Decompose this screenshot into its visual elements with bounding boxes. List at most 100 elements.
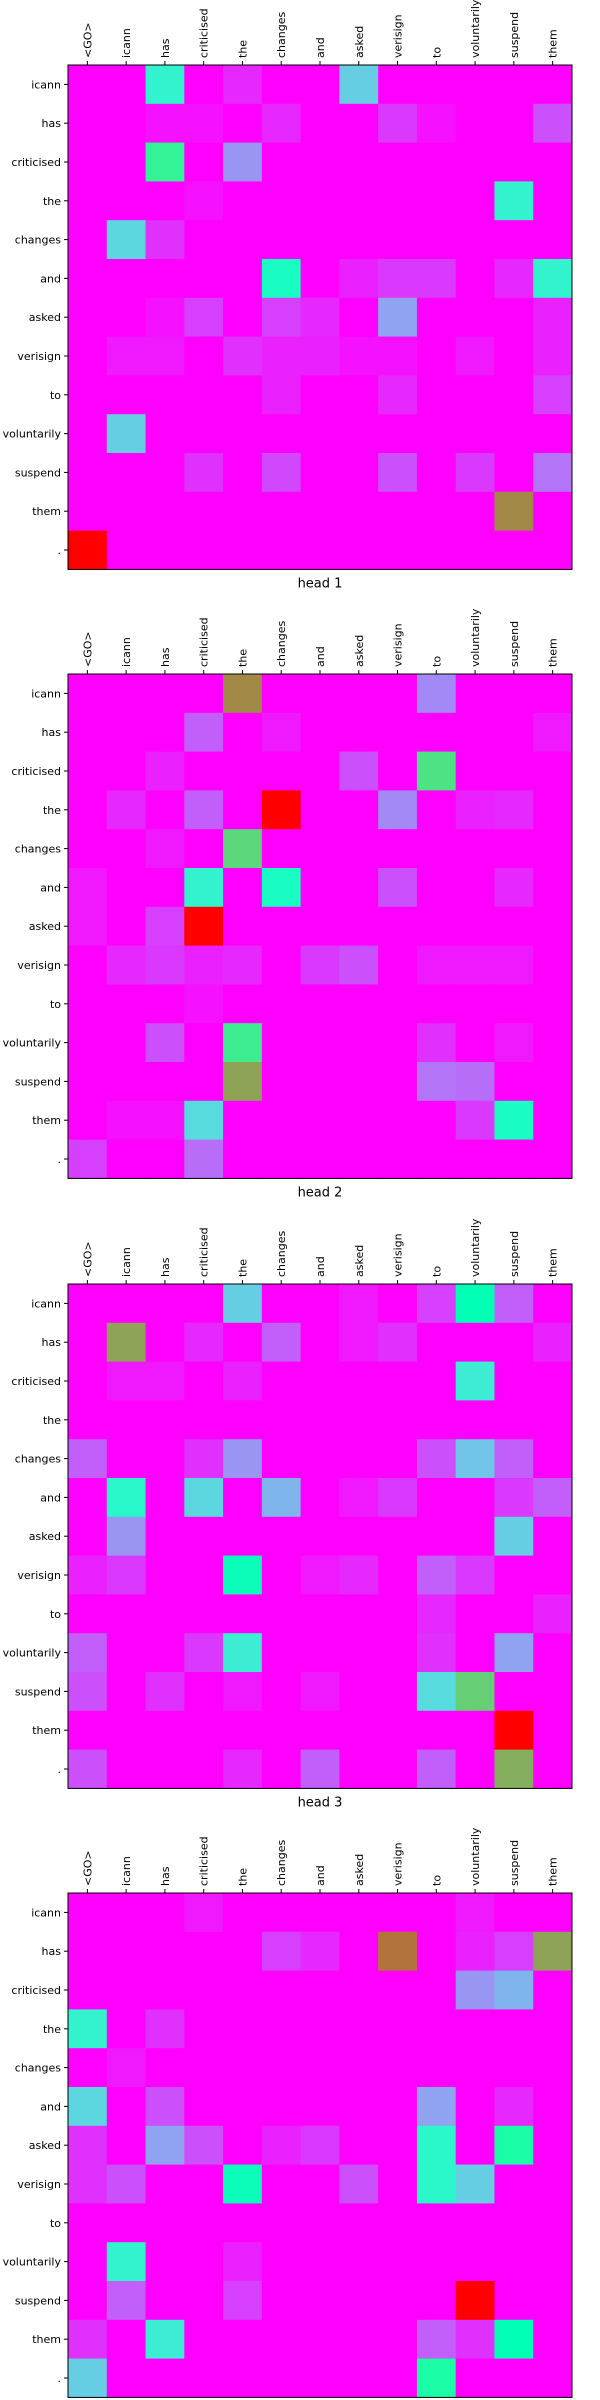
x-tick-label: changes <box>275 1840 288 1886</box>
heatmap-cell <box>223 1062 263 1102</box>
heatmap-cell <box>68 751 108 791</box>
heatmap-cell <box>494 65 534 105</box>
heatmap-cell <box>494 868 534 908</box>
heatmap-cell <box>68 142 108 182</box>
heatmap-cell <box>494 491 534 532</box>
heatmap-cell <box>145 220 185 260</box>
heatmap-cell <box>261 1555 302 1595</box>
heatmap-cell <box>455 414 495 454</box>
heatmap-cell <box>494 2358 534 2398</box>
heatmap-cell <box>378 1555 418 1595</box>
x-tick-label: the <box>236 649 249 667</box>
heatmap-cell <box>68 2087 108 2127</box>
y-tick-label: has <box>42 1336 62 1349</box>
heatmap-cell <box>223 1970 263 2010</box>
x-tick-label: and <box>314 1865 327 1886</box>
heatmap-cell <box>106 220 147 260</box>
heatmap-cell <box>223 142 263 182</box>
heatmap-cell <box>416 414 457 454</box>
heatmap-cell <box>68 868 108 908</box>
heatmap-cell <box>378 1710 418 1751</box>
heatmap-cell <box>339 1516 379 1557</box>
heatmap-cell <box>455 790 495 830</box>
heatmap-cell <box>184 414 224 454</box>
heatmap-cell <box>494 1893 534 1933</box>
heatmap-cell <box>533 453 573 493</box>
heatmap-cell <box>300 181 340 221</box>
heatmap-cell <box>145 2203 185 2243</box>
heatmap-cell <box>106 2358 147 2398</box>
heatmap-cell <box>68 829 108 869</box>
heatmap-cell <box>145 1931 185 1972</box>
heatmap-cell <box>184 1970 224 2010</box>
heatmap-cell <box>184 1400 224 1440</box>
heatmap-cell <box>455 1594 495 1634</box>
heatmap-cell <box>68 2203 108 2243</box>
heatmap-cell <box>223 2087 263 2127</box>
x-tick-label: <GO> <box>81 1850 94 1886</box>
heatmap-cell <box>184 103 224 144</box>
heatmap-cell <box>223 868 263 908</box>
heatmap-cell <box>494 2281 534 2321</box>
heatmap-cell <box>300 906 340 947</box>
heatmap-cell <box>300 2009 340 2049</box>
heatmap-cell <box>455 906 495 947</box>
heatmap-cell <box>378 103 418 144</box>
heatmap-cell <box>378 2242 418 2282</box>
heatmap-cell <box>223 945 263 985</box>
heatmap-cell <box>261 530 302 570</box>
heatmap-cell <box>378 674 418 714</box>
heatmap-cell <box>455 868 495 908</box>
heatmap-cell <box>378 1400 418 1440</box>
heatmap-cell <box>184 1062 224 1102</box>
heatmap-cell <box>339 1970 379 2010</box>
heatmap-cell <box>68 790 108 830</box>
y-tick-label: asked <box>29 2139 61 2152</box>
heatmap-cell <box>261 1322 302 1363</box>
heatmap-cell <box>455 1478 495 1518</box>
x-tick-label: voluntarily <box>469 608 482 667</box>
heatmap-cell <box>223 1023 263 1063</box>
heatmap-cell <box>416 1361 457 1401</box>
heatmap-cell <box>416 906 457 947</box>
heatmap-cell <box>339 790 379 830</box>
heatmap-cell <box>106 984 147 1024</box>
heatmap-cell <box>145 453 185 493</box>
heatmap-cell <box>494 1931 534 1972</box>
heatmap-cell <box>106 906 147 947</box>
heatmap-cell <box>223 336 263 376</box>
heatmap-cell <box>106 1139 147 1179</box>
heatmap-cell <box>145 790 185 830</box>
heatmap-cell <box>223 1478 263 1518</box>
heatmap-cell <box>261 984 302 1024</box>
x-tick-label: icann <box>120 28 133 58</box>
heatmap-cell <box>184 1516 224 1557</box>
heatmap-cell <box>300 868 340 908</box>
heatmap-cell <box>106 1100 147 1141</box>
heatmap-cell <box>261 2358 302 2398</box>
heatmap-cell <box>68 336 108 376</box>
heatmap-cell <box>145 336 185 376</box>
heatmap-cell <box>223 1400 263 1440</box>
heatmap-cell <box>300 297 340 338</box>
x-tick-label: voluntarily <box>469 1218 482 1277</box>
heatmap-cell <box>223 491 263 532</box>
heatmap-cell <box>455 1439 495 1479</box>
heatmap-cell <box>223 790 263 830</box>
heatmap-cell <box>339 2048 379 2088</box>
heatmap-cell <box>184 790 224 830</box>
heatmap-cell <box>261 2087 302 2127</box>
heatmap-cell <box>455 1555 495 1595</box>
heatmap-cell <box>184 1672 224 1712</box>
y-tick-label: . <box>58 544 62 557</box>
heatmap-cell <box>223 414 263 454</box>
heatmap-cell <box>261 103 302 144</box>
heatmap-cell <box>494 1400 534 1440</box>
heatmap-cell <box>533 336 573 376</box>
heatmap-cell <box>223 1710 263 1751</box>
heatmap-cell <box>455 2242 495 2282</box>
heatmap-panel-3: <GO> icann has criticised the changes and asked… <box>3 1218 573 1810</box>
heatmap-cell <box>455 1970 495 2010</box>
heatmap-cell <box>416 829 457 869</box>
heatmap-cell <box>300 453 340 493</box>
